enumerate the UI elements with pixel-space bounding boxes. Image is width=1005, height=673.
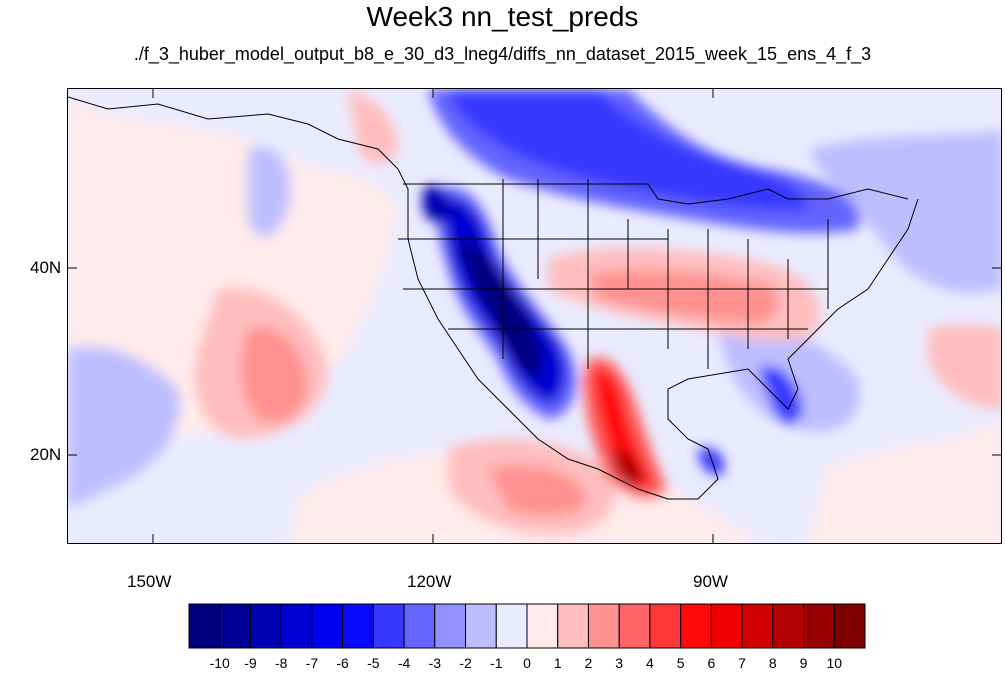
colorbar-swatch xyxy=(741,603,774,649)
colorbar-tick-label: -5 xyxy=(367,655,380,671)
colorbar-tick-label: 1 xyxy=(553,655,562,671)
colorbar-tick-label: 9 xyxy=(799,655,808,671)
colorbar-swatch xyxy=(710,603,743,649)
colorbar-swatch xyxy=(434,603,467,649)
colorbar-tick-label: 4 xyxy=(646,655,654,671)
colorbar-tick-label: -8 xyxy=(274,655,288,671)
axis-ticks xyxy=(67,88,1002,544)
colorbar-swatch xyxy=(833,603,866,649)
colorbar-tick-label: 10 xyxy=(826,655,843,671)
colorbar-tick-label: 3 xyxy=(615,655,624,671)
colorbar-swatch xyxy=(188,603,221,649)
colorbar-swatch xyxy=(219,603,251,649)
colorbar-tick-label: -1 xyxy=(490,655,503,671)
colorbar-swatch xyxy=(557,603,589,649)
colorbar-tick-label: -3 xyxy=(428,655,442,671)
colorbar-swatches xyxy=(188,603,866,649)
colorbar-labels: -10 -9 -8 -7 -6 -5 -4 -3 -2 -1 0 1 2 3 4 5 6 7 8 9 10 xyxy=(188,655,868,673)
colorbar-tick-label: -7 xyxy=(305,655,319,671)
colorbar-tick-label: -9 xyxy=(244,655,257,671)
colorbar-tick-label: 7 xyxy=(738,655,746,671)
colorbar-swatch xyxy=(403,603,436,649)
colorbar-swatch xyxy=(526,603,559,649)
chart-title: Week3 nn_test_preds xyxy=(366,1,639,32)
colorbar-swatch xyxy=(372,603,405,649)
lon-label-150w: 150W xyxy=(127,572,172,591)
colorbar-swatch xyxy=(649,603,682,649)
colorbar-swatch xyxy=(342,603,374,649)
colorbar: -10 -9 -8 -7 -6 -5 -4 -3 -2 -1 0 1 2 3 4 5 6 7 8 9 10 xyxy=(188,603,868,671)
colorbar-swatch xyxy=(772,603,805,649)
colorbar-swatch xyxy=(587,603,620,649)
colorbar-tick-label: 8 xyxy=(768,655,777,671)
colorbar-swatch xyxy=(618,603,651,649)
colorbar-tick-label: -4 xyxy=(397,655,411,671)
lat-label-20n: 20N xyxy=(30,445,62,464)
colorbar-swatch xyxy=(311,603,344,649)
lon-label-90w: 90W xyxy=(693,572,728,591)
colorbar-tick-label: -10 xyxy=(209,655,230,671)
colorbar-tick-label: -2 xyxy=(459,655,472,671)
colorbar-swatch xyxy=(680,603,712,649)
colorbar-tick-label: 0 xyxy=(523,655,531,671)
lat-label-40n: 40N xyxy=(30,258,62,277)
colorbar-tick-label: 5 xyxy=(676,655,685,671)
colorbar-swatch xyxy=(280,603,313,649)
chart-subtitle: ./f_3_huber_model_output_b8_e_30_d3_lneg… xyxy=(133,44,872,64)
lon-label-120w: 120W xyxy=(407,572,452,591)
anomaly-map xyxy=(68,89,1001,543)
colorbar-tick-label: 6 xyxy=(707,655,716,671)
colorbar-swatch xyxy=(803,603,835,649)
colorbar-tick-label: 2 xyxy=(584,655,593,671)
colorbar-swatch xyxy=(465,603,497,649)
colorbar-swatch xyxy=(249,603,282,649)
colorbar-tick-label: -6 xyxy=(336,655,349,671)
map-panel xyxy=(67,88,1002,544)
colorbar-swatch xyxy=(495,603,528,649)
